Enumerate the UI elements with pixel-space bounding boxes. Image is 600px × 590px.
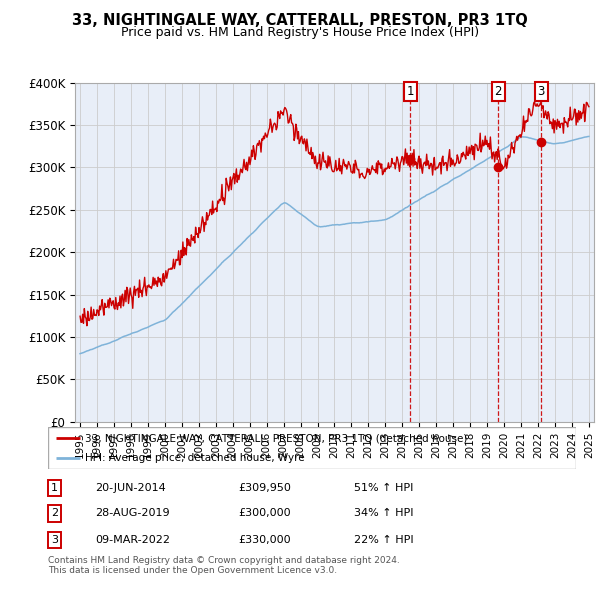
Text: 22% ↑ HPI: 22% ↑ HPI xyxy=(354,535,414,545)
Text: 2: 2 xyxy=(494,84,502,97)
Text: 09-MAR-2022: 09-MAR-2022 xyxy=(95,535,170,545)
Text: 1: 1 xyxy=(51,483,58,493)
Text: 28-AUG-2019: 28-AUG-2019 xyxy=(95,509,170,519)
Text: 20-JUN-2014: 20-JUN-2014 xyxy=(95,483,166,493)
Text: 33, NIGHTINGALE WAY, CATTERALL, PRESTON, PR3 1TQ: 33, NIGHTINGALE WAY, CATTERALL, PRESTON,… xyxy=(72,13,528,28)
Text: 51% ↑ HPI: 51% ↑ HPI xyxy=(354,483,413,493)
Text: 2: 2 xyxy=(51,509,58,519)
Text: £300,000: £300,000 xyxy=(238,509,291,519)
Text: 33, NIGHTINGALE WAY, CATTERALL, PRESTON, PR3 1TQ (detached house): 33, NIGHTINGALE WAY, CATTERALL, PRESTON,… xyxy=(85,433,467,443)
Text: Contains HM Land Registry data © Crown copyright and database right 2024.
This d: Contains HM Land Registry data © Crown c… xyxy=(48,556,400,575)
Text: 3: 3 xyxy=(51,535,58,545)
Text: Price paid vs. HM Land Registry's House Price Index (HPI): Price paid vs. HM Land Registry's House … xyxy=(121,26,479,39)
Text: 34% ↑ HPI: 34% ↑ HPI xyxy=(354,509,414,519)
Text: HPI: Average price, detached house, Wyre: HPI: Average price, detached house, Wyre xyxy=(85,453,305,463)
Text: £330,000: £330,000 xyxy=(238,535,291,545)
Text: 1: 1 xyxy=(407,84,414,97)
Text: £309,950: £309,950 xyxy=(238,483,291,493)
Text: 3: 3 xyxy=(538,84,545,97)
